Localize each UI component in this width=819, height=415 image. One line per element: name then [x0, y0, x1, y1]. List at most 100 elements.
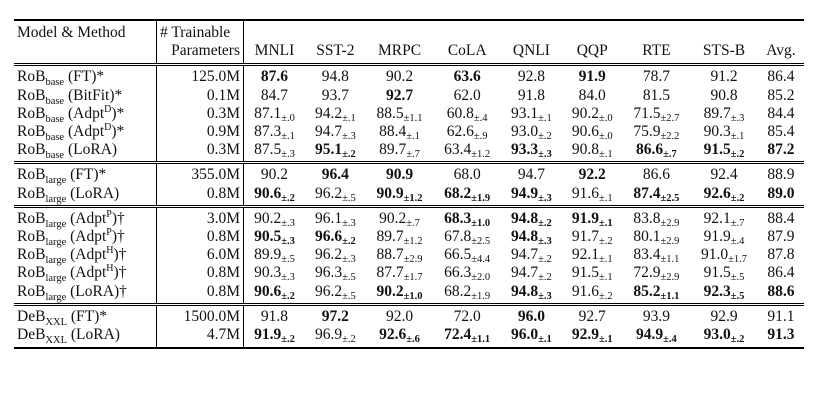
- score: 88.9: [767, 166, 795, 184]
- std-dev: ±.2: [342, 334, 356, 346]
- model-cell: RoBbase (AdptD)*: [14, 104, 157, 125]
- score: 96.2: [314, 246, 343, 264]
- score-cell: 91.5±.2: [690, 141, 758, 163]
- model-header: Model & Method: [14, 18, 157, 43]
- score: 87.2: [767, 141, 795, 159]
- score: 90.2: [254, 209, 282, 227]
- score-cell: 91.8: [501, 87, 562, 105]
- score: 90.8: [571, 141, 599, 159]
- score-cell: 92.1±.7: [690, 204, 758, 229]
- method: (Adpt: [67, 104, 105, 122]
- std-dev: ±.2: [598, 236, 613, 248]
- score-cell: 90.8±.1: [562, 141, 623, 163]
- std-dev: ±.3: [281, 236, 295, 248]
- score-cell: 92.9±.1: [561, 326, 623, 350]
- model-cell: RoBbase (FT)*: [14, 63, 157, 89]
- score: 90.3: [703, 123, 731, 141]
- score-cell: 94.8±.3: [501, 228, 562, 247]
- score-cell: 96.9±.2: [304, 326, 366, 350]
- std-dev: ±.7: [406, 217, 420, 229]
- score-cell: 88.5±1.1: [366, 105, 434, 124]
- model-size: base: [45, 77, 65, 89]
- score: 93.7: [321, 86, 349, 104]
- score: 96.2: [314, 282, 343, 300]
- score-cell: 91.9: [561, 63, 623, 87]
- score-cell: 92.1±.1: [562, 246, 623, 265]
- method: (FT)*: [70, 166, 107, 184]
- model-size: XXL: [45, 316, 68, 328]
- score: 91.3: [767, 326, 795, 344]
- std-dev: ±.3: [538, 192, 552, 204]
- score: 94.9: [511, 184, 539, 202]
- score-cell: 87.1±.0: [244, 105, 305, 124]
- std-dev: ±.1: [730, 131, 745, 143]
- score: 86.4: [767, 68, 795, 86]
- score: 92.9: [571, 326, 599, 344]
- score-cell: 87.3±.1: [244, 123, 305, 142]
- score: 87.7: [376, 264, 404, 282]
- score: 90.2: [379, 209, 407, 227]
- std-dev: ±2.9: [660, 236, 680, 248]
- param-count: 3.0M: [156, 204, 244, 229]
- row-group: RoBlarge (AdptP)† 3.0M 90.2±.3 96.1±.3 90.2±…: [14, 204, 804, 305]
- score: 83.4: [633, 246, 661, 264]
- score-cell: 94.8±.2: [501, 204, 562, 229]
- param-count: 0.3M: [156, 104, 244, 124]
- score-cell: 94.9±.4: [622, 326, 691, 350]
- column-header: QNLI: [512, 42, 550, 60]
- std-dev: ±.2: [281, 192, 295, 204]
- std-dev: ±.2: [730, 149, 745, 161]
- score-cell: 92.6±.6: [365, 326, 434, 350]
- model-cell: RoBlarge (AdptH)†: [14, 246, 157, 267]
- method-suffix: )†: [111, 209, 125, 227]
- score-cell: 81.5: [623, 87, 691, 105]
- std-dev: ±2.5: [660, 192, 680, 204]
- score-cell: 83.4±1.1: [623, 246, 691, 265]
- score: 94.8: [321, 68, 349, 86]
- method-variant: D: [104, 122, 112, 134]
- std-dev: ±.6: [406, 334, 420, 346]
- score: 68.0: [453, 166, 481, 184]
- score-cell: 88.6: [758, 283, 804, 305]
- std-dev: ±.0: [598, 131, 613, 143]
- table-wrap: Model & Method # Trainable Parameters MN…: [14, 18, 804, 350]
- spacer: [243, 18, 804, 43]
- score-cell: 90.6±.2: [244, 185, 305, 207]
- score: 93.1: [511, 104, 539, 122]
- score-cell: 93.0±.2: [501, 123, 562, 142]
- data-row: RoBlarge (AdptH)† 0.8M 90.3±.3 96.3±.5 87.7±…: [14, 263, 804, 284]
- column-header: MRPC: [378, 42, 422, 60]
- score-cell: 94.9±.3: [501, 185, 562, 207]
- model-cell: RoBlarge (AdptP)†: [14, 228, 157, 248]
- score: 87.6: [260, 68, 289, 86]
- std-dev: ±2.9: [660, 272, 680, 284]
- model-name: RoB: [17, 86, 46, 104]
- score: 91.0: [701, 246, 729, 264]
- std-dev: ±.2: [538, 254, 552, 266]
- score-cell: 62.0: [433, 87, 501, 105]
- method-variant: H: [106, 263, 114, 275]
- score-cell: 90.3±.3: [244, 264, 305, 283]
- score: 67.8: [444, 228, 472, 246]
- score-cell: 94.2±.1: [305, 105, 366, 124]
- score-cell: 87.5±.3: [244, 141, 305, 163]
- score: 90.6: [254, 184, 282, 202]
- model-size: large: [45, 255, 67, 267]
- std-dev: ±2.7: [660, 112, 680, 124]
- score: 84.7: [260, 86, 289, 104]
- std-dev: ±.2: [281, 334, 295, 346]
- std-dev: ±.3: [538, 149, 552, 161]
- data-row: RoBbase (LoRA) 0.3M 87.5±.3 95.1±.2 89.7±.7 6…: [14, 141, 804, 163]
- score-cell: 90.2±.3: [243, 204, 305, 229]
- score: 92.1: [703, 209, 731, 227]
- score-cell: 91.9±.1: [561, 204, 623, 229]
- score-cell: 90.6±.0: [562, 123, 623, 143]
- model-size: base: [45, 132, 65, 144]
- score: 87.9: [767, 228, 795, 246]
- score: 91.7: [571, 228, 599, 246]
- score: 91.8: [260, 307, 289, 325]
- model-cell: RoBbase (BitFit)*: [14, 86, 157, 106]
- score: 90.9: [376, 184, 404, 202]
- score-cell: 60.8±.4: [433, 105, 501, 124]
- score: 94.8: [511, 209, 539, 227]
